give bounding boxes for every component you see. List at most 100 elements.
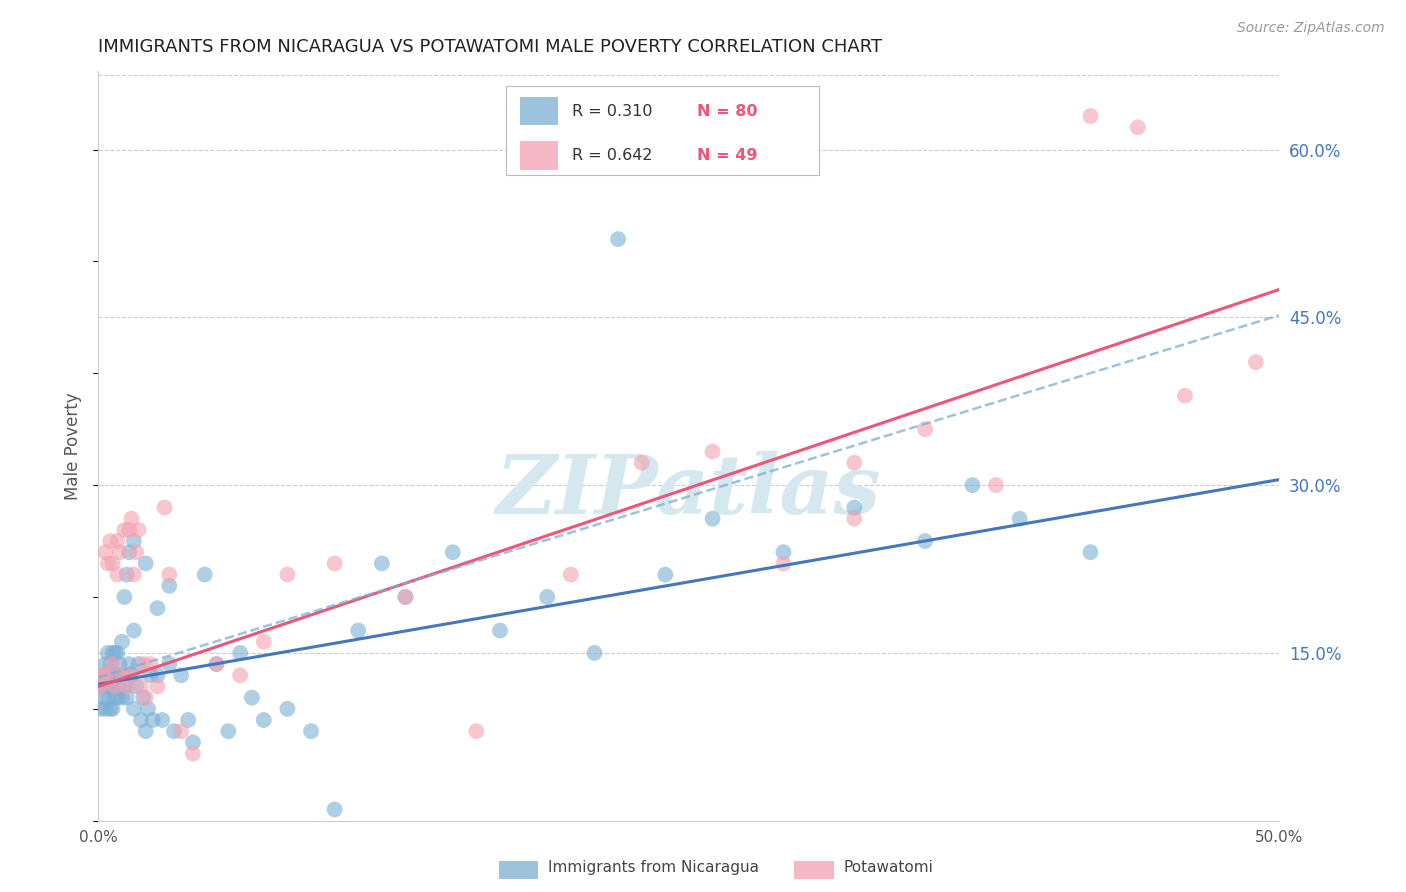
Point <box>844 500 866 515</box>
Point <box>108 657 131 671</box>
Point <box>125 545 148 559</box>
Point <box>90 680 112 694</box>
Point <box>94 668 117 682</box>
Point <box>97 646 120 660</box>
Point <box>323 557 346 571</box>
Point <box>129 713 152 727</box>
Point <box>1244 355 1267 369</box>
Point <box>101 557 124 571</box>
Point <box>118 523 141 537</box>
Point <box>560 567 582 582</box>
Point <box>121 668 143 682</box>
Point <box>98 657 121 671</box>
Point <box>772 557 794 571</box>
Point <box>101 657 124 671</box>
Text: N = 80: N = 80 <box>697 103 758 119</box>
Point <box>90 680 112 694</box>
Point <box>115 680 138 694</box>
Point <box>132 657 155 671</box>
Point <box>139 657 162 671</box>
Point <box>347 624 370 638</box>
Point <box>90 702 112 716</box>
Point <box>276 567 298 582</box>
Point <box>91 690 114 705</box>
Point <box>115 690 138 705</box>
Point <box>253 713 276 727</box>
Point <box>128 657 150 671</box>
Point <box>104 668 127 682</box>
Point <box>94 702 117 716</box>
Point <box>229 668 252 682</box>
Point <box>97 557 120 571</box>
Point <box>91 668 114 682</box>
Point <box>276 702 298 716</box>
Point <box>299 724 322 739</box>
Point <box>118 545 141 559</box>
Point <box>177 713 200 727</box>
Point <box>205 657 228 671</box>
Point <box>125 680 148 694</box>
Point <box>112 680 135 694</box>
Point <box>536 590 558 604</box>
Point <box>122 702 145 716</box>
Point <box>170 668 193 682</box>
Point <box>217 724 239 739</box>
Point <box>122 567 145 582</box>
Point <box>157 567 180 582</box>
Point <box>1174 389 1197 403</box>
Point <box>181 735 204 749</box>
Point <box>583 646 606 660</box>
Point <box>630 456 652 470</box>
FancyBboxPatch shape <box>506 87 818 175</box>
Text: Potawatomi: Potawatomi <box>844 861 934 875</box>
Point <box>194 567 217 582</box>
Point <box>111 634 134 648</box>
Point <box>150 713 173 727</box>
Point <box>153 500 176 515</box>
Text: Source: ZipAtlas.com: Source: ZipAtlas.com <box>1237 21 1385 35</box>
Point <box>135 690 157 705</box>
Point <box>112 590 135 604</box>
Point <box>128 523 150 537</box>
Point <box>240 690 263 705</box>
Point <box>146 668 169 682</box>
Point <box>98 534 121 549</box>
Point <box>104 646 127 660</box>
Point <box>136 702 159 716</box>
Point <box>98 680 121 694</box>
Point <box>253 634 276 648</box>
Y-axis label: Male Poverty: Male Poverty <box>65 392 83 500</box>
Point <box>157 579 180 593</box>
Point <box>105 534 128 549</box>
Point <box>702 511 724 525</box>
Point <box>323 802 346 816</box>
Text: R = 0.642: R = 0.642 <box>572 148 652 163</box>
Point <box>121 511 143 525</box>
Point <box>394 590 416 604</box>
Point <box>844 456 866 470</box>
Point <box>97 668 120 682</box>
Point <box>101 680 124 694</box>
Point <box>118 657 141 671</box>
Point <box>101 646 124 660</box>
Point <box>101 702 124 716</box>
Point <box>97 690 120 705</box>
Point <box>962 478 984 492</box>
Text: R = 0.310: R = 0.310 <box>572 103 652 119</box>
Text: N = 49: N = 49 <box>697 148 758 163</box>
Point <box>94 545 117 559</box>
Point <box>108 680 131 694</box>
Point <box>132 690 155 705</box>
Point <box>914 422 936 436</box>
Text: ZIPatlas: ZIPatlas <box>496 451 882 531</box>
Point <box>1080 109 1102 123</box>
Point <box>654 567 676 582</box>
Point <box>111 668 134 682</box>
Point <box>170 724 193 739</box>
Point <box>142 713 165 727</box>
Point <box>157 657 180 671</box>
Point <box>163 724 186 739</box>
Point <box>146 601 169 615</box>
Point <box>441 545 464 559</box>
Point <box>111 668 134 682</box>
